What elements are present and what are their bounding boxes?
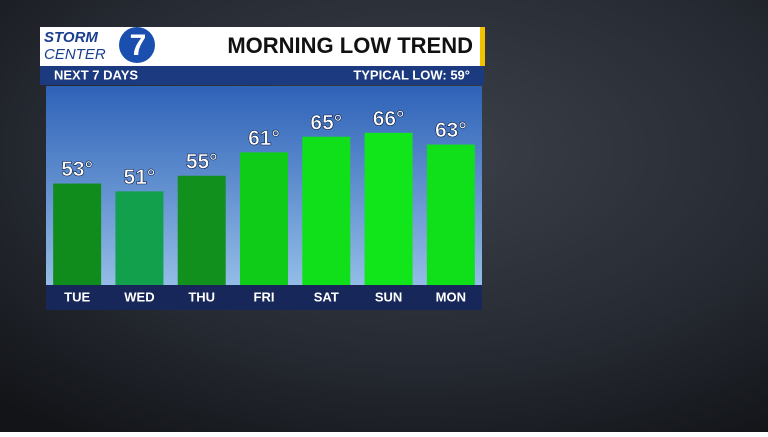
x-tick-label: MON [436, 289, 466, 304]
logo-circle [119, 27, 155, 63]
x-tick-label: SUN [375, 289, 402, 304]
bar [177, 175, 226, 285]
subheader [40, 66, 484, 85]
header [40, 27, 484, 66]
x-tick-label: SAT [314, 289, 339, 304]
bar [53, 183, 102, 285]
x-tick-label: THU [188, 289, 215, 304]
annotation: TYPICAL LOW: 59° [353, 67, 470, 82]
bar [426, 144, 475, 285]
logo-text: STORM [44, 29, 98, 46]
label-bar [46, 285, 482, 310]
value-label: 65° [310, 111, 342, 134]
value-label: 55° [186, 150, 218, 173]
subtitle: NEXT 7 DAYS [54, 67, 138, 82]
logo-number: 7 [130, 29, 147, 62]
value-label: 63° [435, 119, 467, 142]
value-label: 51° [124, 166, 156, 189]
bar [302, 136, 351, 285]
chart-title: MORNING LOW TREND [227, 33, 473, 58]
value-label: 61° [248, 127, 280, 150]
bar [115, 191, 164, 285]
x-tick-label: WED [124, 289, 154, 304]
value-label: 53° [61, 158, 93, 181]
bar [240, 152, 288, 285]
x-tick-label: FRI [254, 289, 275, 304]
x-tick-label: TUE [64, 289, 90, 304]
header-accent [480, 27, 485, 66]
value-label: 66° [373, 107, 405, 130]
bar [364, 132, 413, 285]
logo-text: CENTER [44, 46, 106, 63]
